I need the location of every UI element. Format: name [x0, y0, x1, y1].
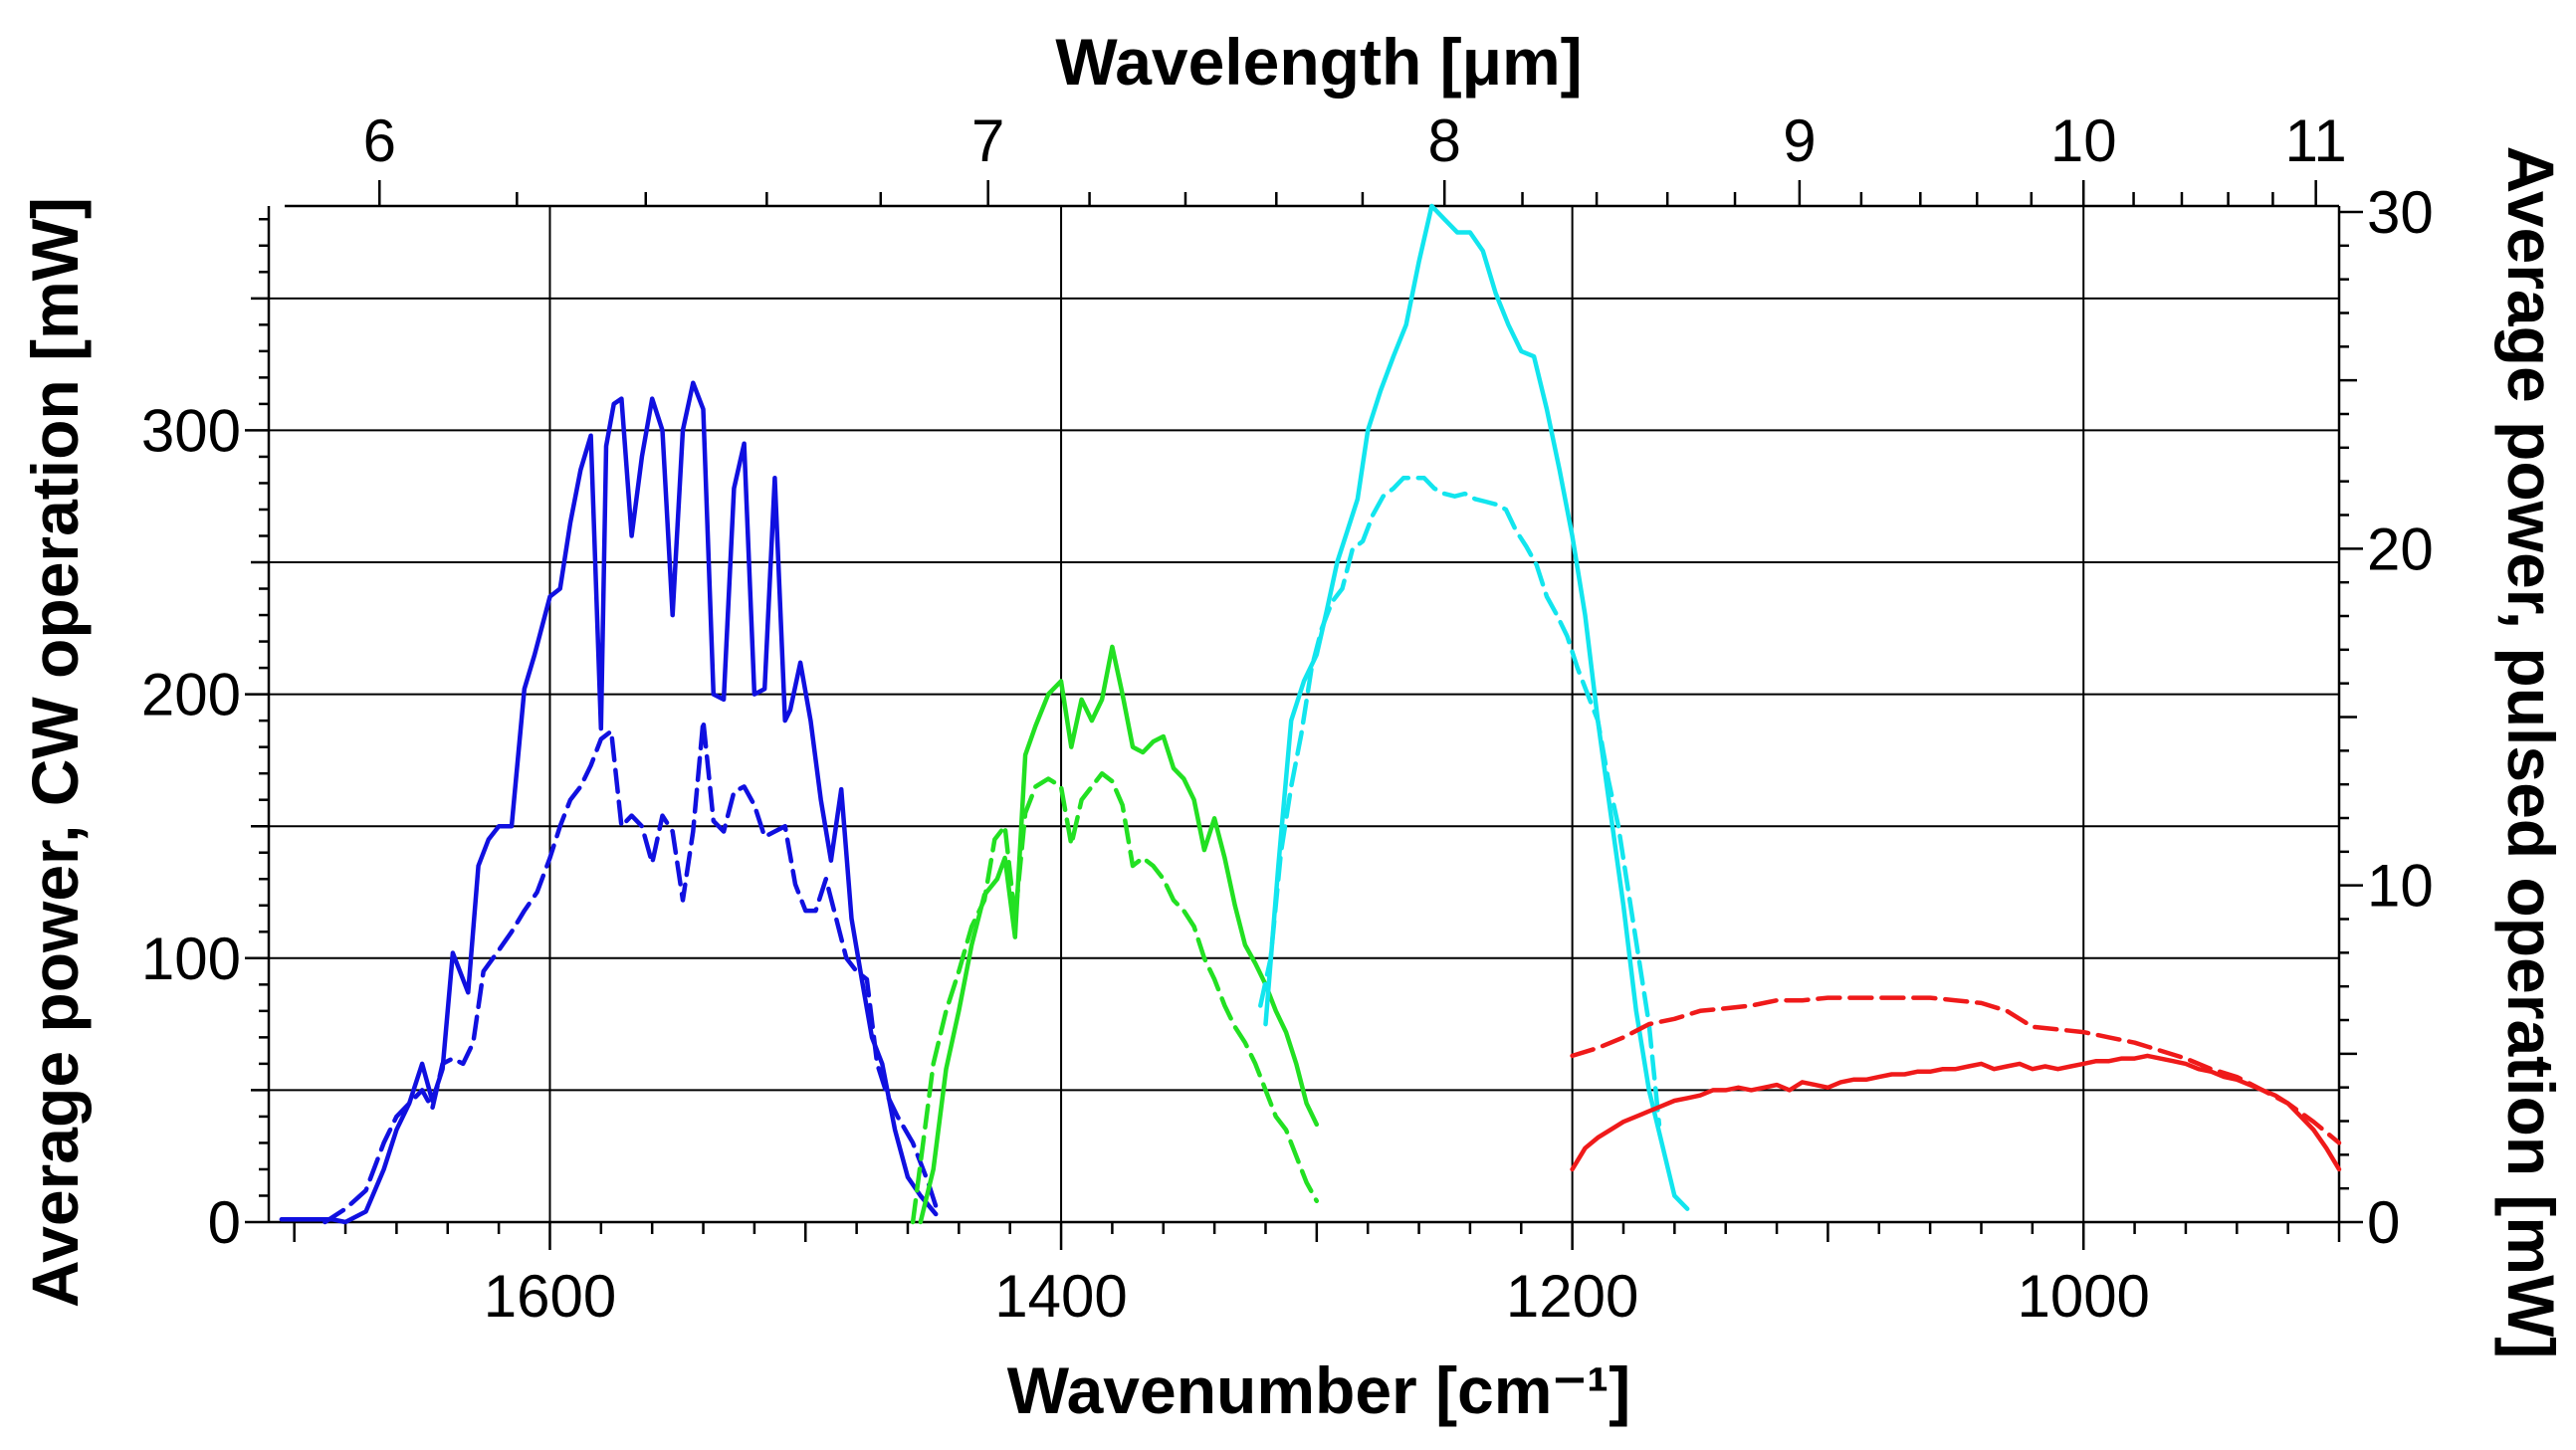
- y-left-tick-label: 200: [141, 662, 241, 728]
- y-right-tick-label: 20: [2367, 516, 2434, 582]
- labels-layer: 1600 1400 1200 1000 0 100 200 300 0 10 20 30 6 7 8 9 10 1…: [141, 107, 2434, 1330]
- x-bottom-tick-label: 1200: [1506, 1263, 1638, 1330]
- series-green-cw: [918, 644, 1320, 1225]
- series-layer: [279, 203, 2342, 1225]
- x-top-tick-label: 8: [1428, 107, 1461, 174]
- y-left-tick-label: 100: [141, 926, 241, 992]
- grid-layer: [269, 206, 2339, 1222]
- x-bottom-tick-label: 1000: [2017, 1263, 2149, 1330]
- x-top-tick-label: 11: [2285, 107, 2347, 174]
- y-left-tick-label: 300: [141, 397, 241, 464]
- y-right-tick-label: 30: [2367, 179, 2434, 246]
- series-red-cw: [1570, 1053, 2342, 1172]
- y-left-tick-label: 0: [208, 1189, 241, 1256]
- x-top-tick-label: 10: [2050, 107, 2117, 174]
- series-blue-pulsed: [322, 718, 942, 1225]
- series-red-pulsed: [1570, 995, 2342, 1145]
- series-blue-cw: [279, 380, 939, 1225]
- y-right-tick-label: 10: [2367, 853, 2434, 920]
- x-top-tick-label: 9: [1783, 107, 1816, 174]
- series-green-pulsed: [910, 770, 1320, 1225]
- series-cyan-cw: [1263, 203, 1690, 1211]
- x-axis-title-top: Wavelength [μm]: [1055, 25, 1582, 99]
- axes-layer: [245, 180, 2363, 1250]
- x-top-tick-label: 7: [971, 107, 1004, 174]
- x-bottom-tick-label: 1600: [484, 1263, 616, 1330]
- y-axis-title-left: Average power, CW operation [mW]: [18, 197, 92, 1308]
- y-axis-title-right: Average power, pulsed operation [mW]: [2494, 146, 2568, 1359]
- x-bottom-tick-label: 1400: [994, 1263, 1127, 1330]
- y-right-tick-label: 0: [2367, 1189, 2400, 1256]
- x-axis-title-bottom: Wavenumber [cm⁻¹]: [1007, 1353, 1630, 1427]
- series-cyan-pulsed: [1258, 475, 1662, 1128]
- x-top-tick-label: 6: [363, 107, 396, 174]
